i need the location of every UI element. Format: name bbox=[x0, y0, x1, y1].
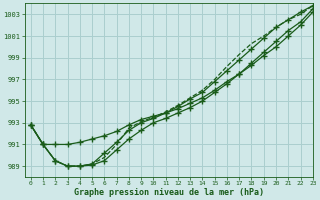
X-axis label: Graphe pression niveau de la mer (hPa): Graphe pression niveau de la mer (hPa) bbox=[74, 188, 264, 197]
